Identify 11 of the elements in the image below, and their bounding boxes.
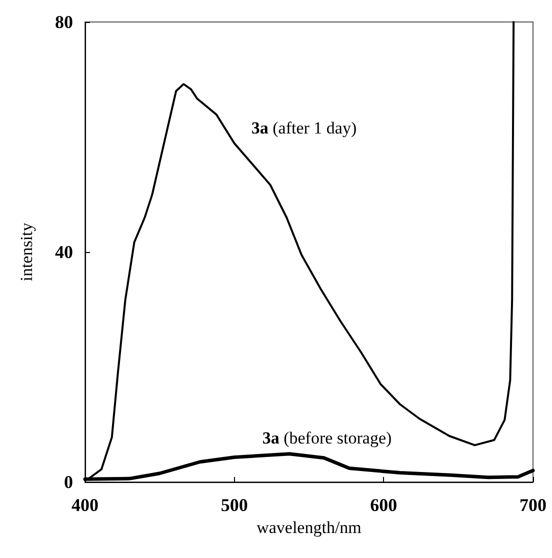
y-tick-label: 0 — [64, 472, 73, 492]
x-tick-label: 600 — [370, 495, 398, 515]
x-tick-label: 700 — [520, 495, 546, 515]
y-tick-label: 40 — [55, 242, 73, 262]
series-label: 3a (after 1 day) — [251, 118, 357, 138]
y-axis-title: intensity — [17, 222, 36, 282]
x-tick-label: 400 — [72, 495, 98, 515]
y-tick-label: 80 — [55, 12, 73, 32]
x-axis-title: wavelength/nm — [256, 518, 362, 537]
x-tick-label: 500 — [220, 495, 248, 515]
series-label: 3a (before storage) — [262, 428, 392, 448]
